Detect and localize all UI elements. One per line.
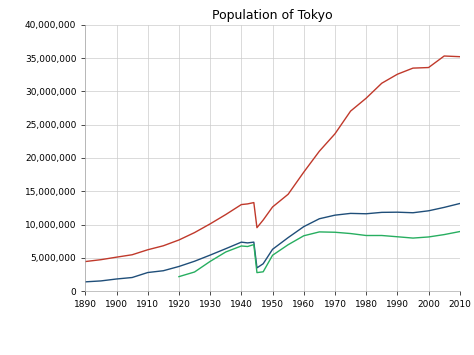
Ku area — [457, 229, 463, 234]
Ku area — [441, 233, 447, 237]
Tokyo-to — [348, 211, 354, 215]
Greater Tokyo — [410, 66, 416, 70]
Greater Tokyo — [245, 202, 250, 206]
Tokyo-to — [317, 217, 322, 221]
Ku area — [223, 250, 228, 254]
Ku area — [176, 274, 182, 279]
Legend: Tokyo-to, Greater Tokyo, Ku area: Tokyo-to, Greater Tokyo, Ku area — [154, 354, 392, 355]
Greater Tokyo — [317, 149, 322, 153]
Tokyo-to — [426, 209, 431, 213]
Title: Population of Tokyo: Population of Tokyo — [212, 9, 333, 22]
Tokyo-to — [301, 224, 307, 229]
Ku area — [332, 230, 338, 234]
Tokyo-to — [260, 262, 266, 266]
Ku area — [301, 234, 307, 238]
Greater Tokyo — [251, 201, 256, 205]
Ku area — [251, 242, 256, 247]
Line: Tokyo-to: Tokyo-to — [85, 203, 460, 282]
Tokyo-to — [254, 266, 260, 270]
Greater Tokyo — [176, 238, 182, 242]
Ku area — [191, 270, 197, 274]
Greater Tokyo — [379, 81, 384, 85]
Tokyo-to — [207, 253, 213, 257]
Tokyo-to — [98, 279, 104, 283]
Tokyo-to — [223, 247, 228, 251]
Ku area — [254, 271, 260, 275]
Tokyo-to — [176, 264, 182, 269]
Greater Tokyo — [394, 72, 400, 76]
Tokyo-to — [270, 247, 275, 251]
Tokyo-to — [410, 211, 416, 215]
Line: Greater Tokyo: Greater Tokyo — [85, 56, 460, 262]
Greater Tokyo — [457, 55, 463, 59]
Greater Tokyo — [114, 255, 119, 259]
Greater Tokyo — [348, 109, 354, 113]
Tokyo-to — [394, 210, 400, 214]
Ku area — [285, 242, 291, 247]
Ku area — [238, 244, 244, 248]
Ku area — [260, 270, 266, 274]
Greater Tokyo — [285, 192, 291, 196]
Greater Tokyo — [301, 170, 307, 174]
Greater Tokyo — [426, 65, 431, 70]
Line: Ku area: Ku area — [179, 231, 460, 277]
Greater Tokyo — [129, 253, 135, 257]
Tokyo-to — [238, 240, 244, 244]
Tokyo-to — [332, 213, 338, 217]
Greater Tokyo — [223, 212, 228, 217]
Ku area — [245, 244, 250, 248]
Tokyo-to — [363, 212, 369, 216]
Greater Tokyo — [260, 218, 266, 222]
Tokyo-to — [285, 235, 291, 240]
Tokyo-to — [245, 241, 250, 245]
Tokyo-to — [441, 205, 447, 209]
Greater Tokyo — [207, 222, 213, 226]
Ku area — [348, 231, 354, 236]
Greater Tokyo — [161, 244, 166, 248]
Tokyo-to — [251, 240, 256, 244]
Tokyo-to — [379, 210, 384, 214]
Greater Tokyo — [332, 132, 338, 136]
Tokyo-to — [191, 259, 197, 263]
Tokyo-to — [161, 269, 166, 273]
Greater Tokyo — [82, 260, 88, 264]
Ku area — [270, 253, 275, 257]
Tokyo-to — [145, 271, 151, 275]
Ku area — [394, 235, 400, 239]
Greater Tokyo — [191, 230, 197, 235]
Ku area — [426, 235, 431, 239]
Tokyo-to — [129, 275, 135, 280]
Greater Tokyo — [254, 225, 260, 230]
Greater Tokyo — [238, 202, 244, 207]
Tokyo-to — [82, 280, 88, 284]
Ku area — [207, 259, 213, 263]
Ku area — [363, 233, 369, 237]
Ku area — [410, 236, 416, 240]
Greater Tokyo — [98, 257, 104, 262]
Tokyo-to — [114, 277, 119, 281]
Greater Tokyo — [145, 248, 151, 252]
Greater Tokyo — [363, 96, 369, 100]
Tokyo-to — [457, 201, 463, 206]
Ku area — [379, 233, 384, 237]
Greater Tokyo — [441, 54, 447, 58]
Greater Tokyo — [270, 205, 275, 209]
Ku area — [317, 230, 322, 234]
